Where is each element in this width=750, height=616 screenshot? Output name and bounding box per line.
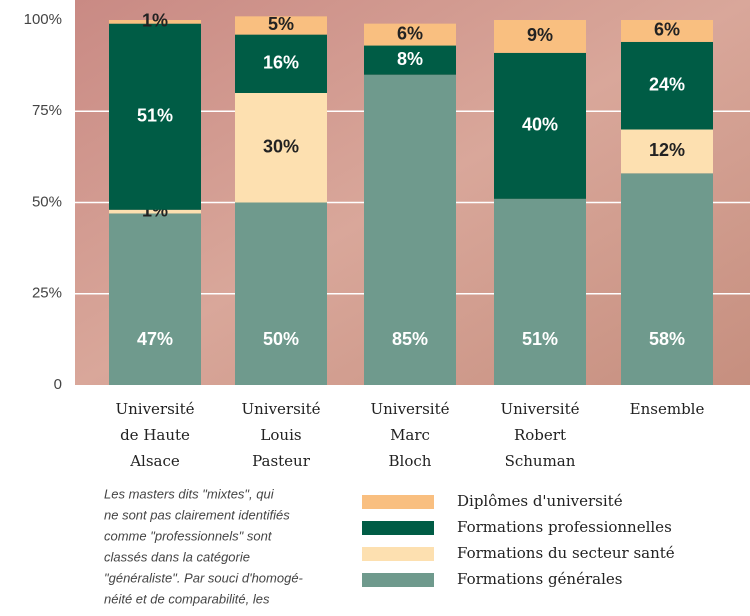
legend-swatch xyxy=(362,547,434,561)
note: classés dans la catégorie xyxy=(104,549,250,564)
bar-segment xyxy=(364,45,456,75)
data-label: 1% xyxy=(142,11,168,31)
bar-segment xyxy=(621,20,713,42)
legend-label: Formations professionnelles xyxy=(457,518,672,536)
legend-swatch xyxy=(362,495,434,509)
bar-segment xyxy=(235,34,327,93)
x-tick-label: Schuman xyxy=(505,452,576,470)
x-tick-label: Université xyxy=(115,400,194,418)
x-tick-label: Robert xyxy=(514,426,566,444)
x-tick-label: de Haute xyxy=(120,426,190,444)
x-tick-label: Université xyxy=(500,400,579,418)
x-tick-label: Bloch xyxy=(389,452,432,470)
x-tick-label: Marc xyxy=(390,426,430,444)
bar-segment xyxy=(109,23,201,210)
data-label: 47% xyxy=(137,329,173,349)
x-tick-label: Ensemble xyxy=(630,400,705,418)
x-tick-label: Pasteur xyxy=(252,452,311,470)
data-label: 51% xyxy=(137,105,173,125)
data-label: 85% xyxy=(392,329,428,349)
data-label: 16% xyxy=(263,53,299,73)
y-tick-label: 50% xyxy=(32,193,62,210)
note: comme "professionnels" sont xyxy=(104,528,273,543)
data-label: 9% xyxy=(527,25,553,45)
note: Les masters dits "mixtes", qui xyxy=(104,486,275,501)
bar-segment xyxy=(494,20,586,53)
data-label: 30% xyxy=(263,137,299,157)
data-label: 24% xyxy=(649,74,685,94)
bar-segment xyxy=(621,129,713,174)
legend-label: Formations générales xyxy=(457,570,622,588)
bar-segment xyxy=(109,20,201,24)
data-label: 6% xyxy=(654,20,680,40)
x-tick-label: Université xyxy=(241,400,320,418)
bar-segment xyxy=(364,23,456,46)
bar-segment xyxy=(235,93,327,203)
legend-label: Diplômes d'université xyxy=(457,492,623,510)
bar-segment xyxy=(494,198,586,385)
legend-label: Formations du secteur santé xyxy=(457,544,675,562)
bar-segment xyxy=(235,16,327,35)
y-tick-label: 25% xyxy=(32,285,62,302)
x-tick-label: Louis xyxy=(260,426,301,444)
bar-segment xyxy=(621,173,713,385)
note: "généraliste". Par souci d'homogé- xyxy=(104,570,304,585)
data-label: 8% xyxy=(397,49,423,69)
data-label: 51% xyxy=(522,329,558,349)
bar-segment xyxy=(621,41,713,130)
data-label: 6% xyxy=(397,23,423,43)
data-label: 50% xyxy=(263,329,299,349)
x-tick-label: Alsace xyxy=(129,452,180,470)
y-tick-label: 75% xyxy=(32,102,62,119)
legend-swatch xyxy=(362,521,434,535)
bar-segment xyxy=(494,52,586,199)
bar-segment xyxy=(109,213,201,385)
bar-segment xyxy=(364,74,456,385)
x-tick-label: Université xyxy=(370,400,449,418)
data-label: 58% xyxy=(649,329,685,349)
bar-segment xyxy=(109,209,201,214)
data-label: 40% xyxy=(522,115,558,135)
note: ne sont pas clairement identifiés xyxy=(104,507,290,522)
data-label: 5% xyxy=(268,14,294,34)
y-tick-label: 100% xyxy=(24,11,62,28)
legend-swatch xyxy=(362,573,434,587)
data-label: 12% xyxy=(649,140,685,160)
note: néité et de comparabilité, les xyxy=(104,591,270,606)
y-tick-label: 0 xyxy=(54,376,62,393)
bar-segment xyxy=(235,202,327,385)
